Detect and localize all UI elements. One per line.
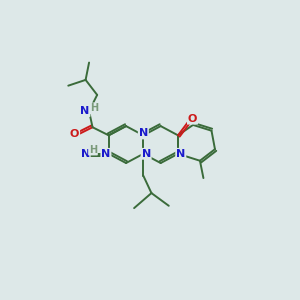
Text: N: N [176, 149, 185, 159]
Text: O: O [70, 129, 79, 139]
Text: N: N [139, 128, 148, 139]
Text: N: N [80, 149, 90, 159]
Text: H: H [90, 103, 98, 113]
Text: N: N [80, 106, 89, 116]
Text: N: N [101, 149, 111, 159]
Text: O: O [188, 114, 197, 124]
Text: N: N [142, 149, 151, 159]
Text: H: H [89, 145, 97, 155]
